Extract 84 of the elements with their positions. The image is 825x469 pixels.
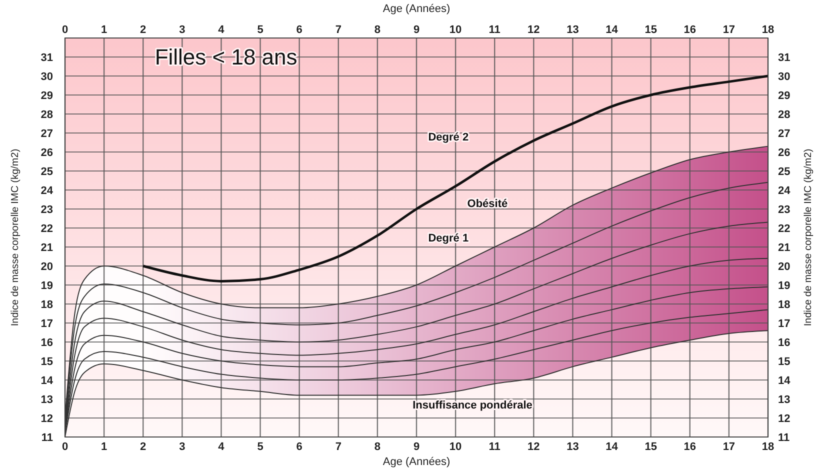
x2-tick-label: 16 [684, 441, 696, 453]
x-tick-label: 17 [722, 24, 736, 36]
y-tick-label: 22 [40, 223, 53, 235]
y2-tick-label: 13 [778, 394, 790, 406]
y-tick-label: 27 [40, 128, 53, 140]
x2-tick-label: 7 [335, 441, 342, 453]
x2-tick-label: 14 [606, 441, 619, 453]
x2-tick-label: 17 [722, 441, 736, 453]
y-tick-label: 26 [40, 147, 53, 159]
y2-tick-label: 24 [778, 185, 792, 197]
x2-tick-label: 18 [762, 441, 774, 453]
y2-tick-label: 23 [778, 204, 790, 216]
y2-tick-label: 11 [778, 432, 790, 444]
y2-tick-label: 22 [778, 223, 790, 235]
x2-tick-label: 15 [644, 441, 657, 453]
y-tick-label: 14 [40, 375, 54, 387]
x2-axis-title: Age (Années) [382, 3, 450, 15]
y2-tick-label: 16 [778, 337, 790, 349]
y-tick-label: 12 [40, 413, 53, 425]
x-tick-label: 16 [684, 24, 696, 36]
y-tick-label: 21 [40, 242, 53, 254]
x-tick-label: 0 [62, 24, 68, 36]
y-tick-label: 16 [40, 337, 53, 349]
x2-tick-label: 2 [140, 441, 146, 453]
y2-tick-label: 25 [778, 166, 790, 178]
x-tick-label: 9 [413, 24, 420, 36]
x2-tick-label: 5 [257, 441, 264, 453]
y2-tick-label: 27 [778, 128, 790, 140]
x-axis-title: Age (Années) [382, 456, 450, 468]
y-tick-label: 29 [40, 90, 53, 102]
y-tick-label: 31 [40, 52, 53, 64]
y2-tick-label: 30 [778, 71, 790, 83]
y-tick-label: 28 [40, 109, 53, 121]
x-tick-label: 7 [335, 24, 342, 36]
y-tick-label: 11 [41, 432, 53, 444]
y2-tick-label: 28 [778, 109, 790, 121]
x-tick-label: 6 [296, 24, 302, 36]
y-tick-label: 13 [40, 394, 53, 406]
x-tick-label: 14 [606, 24, 619, 36]
x2-tick-label: 3 [179, 441, 186, 453]
y-tick-label: 18 [40, 299, 53, 311]
y-tick-label: 17 [40, 318, 53, 330]
y2-tick-label: 14 [778, 375, 792, 387]
x2-tick-label: 10 [449, 441, 462, 453]
x2-tick-label: 13 [566, 441, 579, 453]
y-tick-label: 19 [40, 280, 53, 292]
x-tick-label: 18 [762, 24, 774, 36]
x-tick-label: 3 [179, 24, 186, 36]
x2-tick-label: 0 [62, 441, 68, 453]
y2-axis-title: Indice de masse corporelle IMC (kg/m2) [803, 148, 814, 326]
y-tick-label: 20 [40, 261, 53, 273]
y-tick-label: 30 [40, 71, 53, 83]
x2-tick-label: 8 [374, 441, 381, 453]
y2-tick-label: 17 [778, 318, 790, 330]
y-tick-label: 25 [40, 166, 53, 178]
y2-tick-label: 21 [778, 242, 790, 254]
x-tick-label: 8 [374, 24, 381, 36]
y2-tick-label: 26 [778, 147, 790, 159]
x2-tick-label: 11 [488, 441, 500, 453]
y-axis-title: Indice de masse corporelle IMC (kg/m2) [10, 148, 21, 326]
x-tick-label: 5 [257, 24, 264, 36]
y-tick-label: 15 [40, 356, 53, 368]
y2-tick-label: 18 [778, 299, 790, 311]
y2-tick-label: 20 [778, 261, 790, 273]
x-tick-label: 2 [140, 24, 146, 36]
x-tick-label: 15 [644, 24, 657, 36]
y2-tick-label: 19 [778, 280, 790, 292]
x-tick-label: 4 [218, 24, 226, 36]
x-tick-label: 10 [449, 24, 462, 36]
y2-tick-label: 15 [778, 356, 790, 368]
y-tick-label: 23 [40, 204, 53, 216]
y2-tick-label: 29 [778, 90, 790, 102]
x2-tick-label: 4 [218, 441, 226, 453]
y-tick-label: 24 [40, 185, 54, 197]
y2-tick-label: 12 [778, 413, 790, 425]
y2-tick-label: 31 [778, 52, 790, 64]
x-tick-label: 13 [566, 24, 579, 36]
x2-tick-label: 12 [528, 441, 540, 453]
x-tick-label: 12 [528, 24, 540, 36]
x2-tick-label: 9 [413, 441, 420, 453]
x-tick-label: 11 [488, 24, 500, 36]
x2-tick-label: 1 [100, 441, 108, 453]
x2-tick-label: 6 [296, 441, 302, 453]
x-tick-label: 1 [100, 24, 108, 36]
